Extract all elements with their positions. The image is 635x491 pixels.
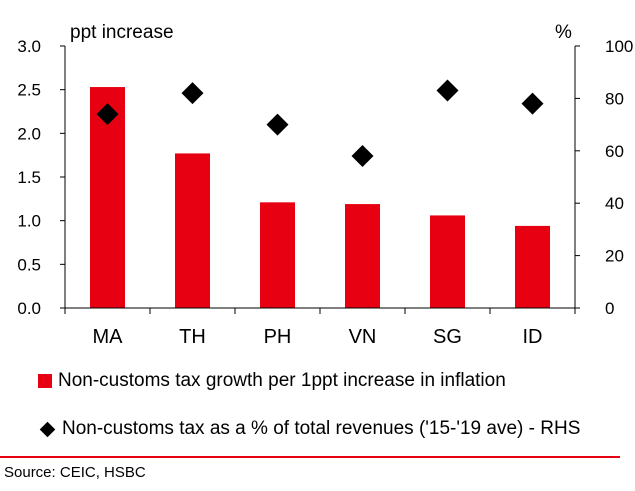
marker-vn xyxy=(351,145,374,168)
left-tick-label: 1.5 xyxy=(17,168,41,187)
left-tick-label: 3.0 xyxy=(17,37,41,56)
right-tick-label: 60 xyxy=(605,142,624,161)
bar-sg xyxy=(430,215,465,308)
marker-ph xyxy=(266,113,289,136)
category-label-vn: VN xyxy=(349,326,377,348)
bar-ph xyxy=(260,202,295,308)
marker-series xyxy=(96,79,544,168)
marker-th xyxy=(181,82,204,105)
bar-id xyxy=(515,225,550,308)
legend-marker-label: Non-customs tax as a % of total revenues… xyxy=(62,418,581,439)
legend-item-bars: Non-customs tax growth per 1ppt increase… xyxy=(38,370,506,392)
right-tick-label: 40 xyxy=(605,194,624,213)
bar-vn xyxy=(345,204,380,308)
category-label-id: ID xyxy=(523,326,543,348)
marker-sg xyxy=(436,79,459,102)
bar-th xyxy=(175,153,210,308)
legend-bar-label: Non-customs tax growth per 1ppt increase… xyxy=(58,370,506,391)
marker-id xyxy=(521,92,544,115)
left-tick-label: 1.0 xyxy=(17,212,41,231)
category-label-sg: SG xyxy=(433,326,462,348)
right-tick-label: 100 xyxy=(605,37,633,56)
left-tick-label: 2.5 xyxy=(17,81,41,100)
marker-ma xyxy=(96,103,119,126)
category-label-th: TH xyxy=(179,326,206,348)
bar-series xyxy=(90,87,550,309)
legend-item-markers: Non-customs tax as a % of total revenues… xyxy=(38,418,580,440)
category-label-ma: MA xyxy=(93,326,124,348)
category-label-ph: PH xyxy=(264,326,292,348)
left-tick-label: 0.5 xyxy=(17,255,41,274)
left-tick-label: 0.0 xyxy=(17,299,41,318)
source-divider xyxy=(0,456,620,458)
right-tick-label: 80 xyxy=(605,89,624,108)
left-tick-label: 2.0 xyxy=(17,124,41,143)
source-note: Source: CEIC, HSBC xyxy=(4,464,146,481)
legend-bar-swatch xyxy=(38,374,52,388)
right-tick-label: 20 xyxy=(605,247,624,266)
right-axis-unit: % xyxy=(555,22,572,43)
axes: MA TH PH VN SG ID 0.0 0.5 1.0 1.5 2.0 2.5 3.0 0 20 40 60… xyxy=(17,37,633,348)
left-axis-unit: ppt increase xyxy=(70,22,174,43)
combo-chart: MA TH PH VN SG ID 0.0 0.5 1.0 1.5 2.0 2.5 3.0 0 20 40 60… xyxy=(17,22,633,348)
legend-diamond-icon xyxy=(39,421,56,437)
right-tick-label: 0 xyxy=(605,299,614,318)
